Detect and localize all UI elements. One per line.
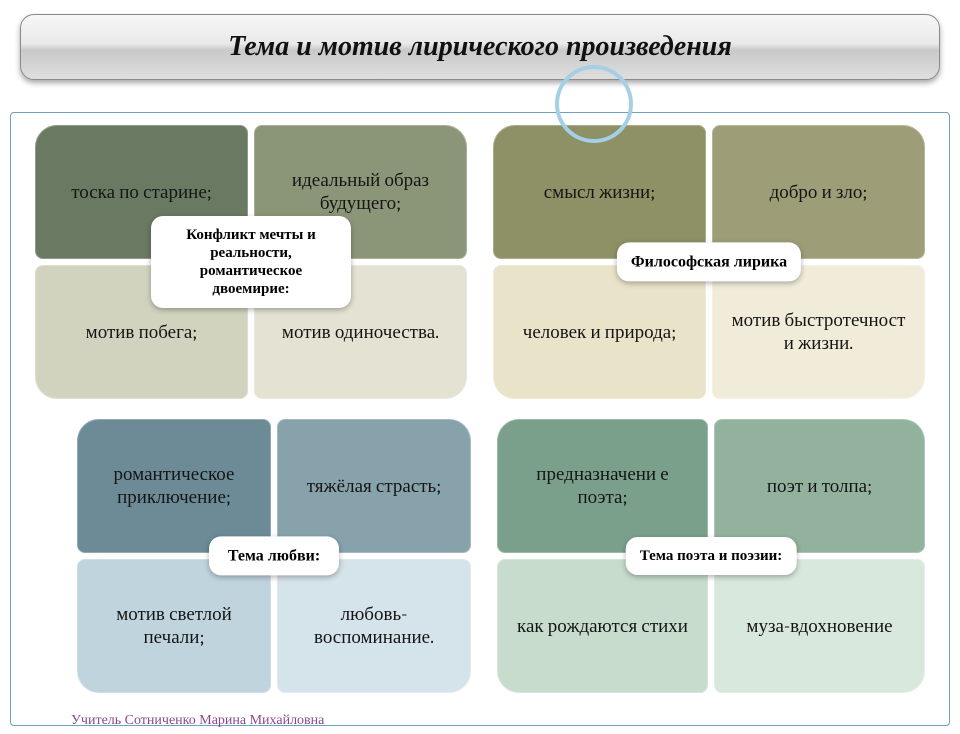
quad-cell-label: смысл жизни; xyxy=(544,181,655,204)
quad-cell-label: мотив одиночества. xyxy=(282,321,439,344)
theme-block: тоска по старине; идеальный образ будущег… xyxy=(29,119,473,405)
theme-block: смысл жизни; добро и зло; человек и природ… xyxy=(487,119,931,405)
quad-cell: смысл жизни; xyxy=(493,125,706,259)
quad-cell-label: мотив светлой печали; xyxy=(91,603,257,649)
quad-cell-label: предназначени е поэта; xyxy=(511,463,694,509)
quad-cell-label: любовь-воспоминание. xyxy=(291,603,457,649)
quad-cell-label: мотив быстротечност и жизни. xyxy=(726,309,911,355)
page-title: Тема и мотив лирического произведения xyxy=(228,31,732,63)
center-card: Тема поэта и поэзии: xyxy=(626,537,797,575)
stage: тоска по старине; идеальный образ будущег… xyxy=(10,112,950,726)
center-card-label: Тема любви: xyxy=(228,547,320,564)
quad-cell-label: романтическое приключение; xyxy=(91,463,257,509)
center-card-label: Тема поэта и поэзии: xyxy=(640,548,783,564)
credit-text: Учитель Сотниченко Марина Михайловна xyxy=(71,713,324,729)
quad-cell-label: человек и природа; xyxy=(523,321,676,344)
quad-cell-label: муза-вдохновение xyxy=(746,615,892,638)
quad-cell: поэт и толпа; xyxy=(714,419,925,553)
quad-cell-label: добро и зло; xyxy=(770,181,868,204)
quad-cell: мотив светлой печали; xyxy=(77,559,271,693)
quad-cell-label: тоска по старине; xyxy=(71,181,212,204)
theme-block: предназначени е поэта; поэт и толпа; как р… xyxy=(491,413,931,699)
center-card-label: Философская лирика xyxy=(631,253,787,270)
center-card: Тема любви: xyxy=(209,536,339,575)
quad-cell: муза-вдохновение xyxy=(714,559,925,693)
center-card: Философская лирика xyxy=(617,242,801,281)
quad-cell: романтическое приключение; xyxy=(77,419,271,553)
quad-cell: тяжёлая страсть; xyxy=(277,419,471,553)
title-bar: Тема и мотив лирического произведения xyxy=(20,14,940,80)
center-card: Конфликт мечты и реальности, романтическ… xyxy=(151,216,351,308)
quad-cell: предназначени е поэта; xyxy=(497,419,708,553)
quad-cell-label: как рождаются стихи xyxy=(517,615,688,638)
quad-cell: человек и природа; xyxy=(493,265,706,399)
quad-cell: добро и зло; xyxy=(712,125,925,259)
quad-cell: как рождаются стихи xyxy=(497,559,708,693)
center-card-label: Конфликт мечты и реальности, романтическ… xyxy=(186,227,316,297)
quad-cell: любовь-воспоминание. xyxy=(277,559,471,693)
quad-cell-label: идеальный образ будущего; xyxy=(268,169,453,215)
quad-cell: мотив быстротечност и жизни. xyxy=(712,265,925,399)
theme-block: романтическое приключение; тяжёлая страст… xyxy=(71,413,477,699)
quad-cell-label: мотив побега; xyxy=(86,321,198,344)
quad-cell-label: поэт и толпа; xyxy=(767,475,872,498)
quad-cell-label: тяжёлая страсть; xyxy=(307,475,442,498)
